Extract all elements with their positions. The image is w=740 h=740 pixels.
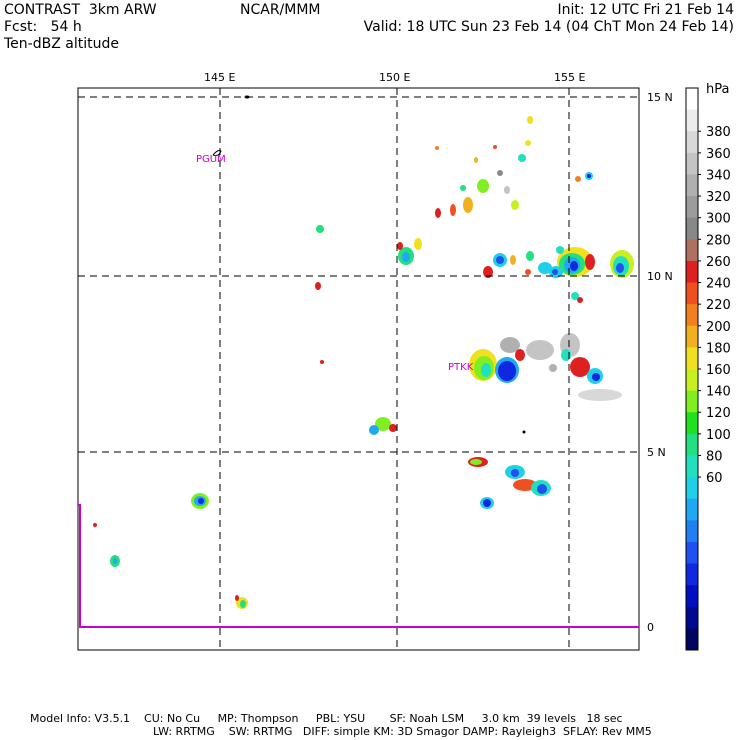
footer-model-info-line1: Model Info: V3.5.1 CU: No Cu MP: Thompso… <box>30 712 623 725</box>
colorbar-swatch <box>686 109 698 132</box>
init-time: Init: 12 UTC Fri 21 Feb 14 <box>557 2 734 18</box>
lon-label-145e: 145 E <box>204 71 236 84</box>
colorbar-swatch <box>686 239 698 262</box>
colorbar-swatch <box>686 196 698 219</box>
colorbar-label: 220 <box>706 298 731 313</box>
lat-label-5n: 5 N <box>647 446 666 459</box>
colorbar-swatch <box>686 174 698 197</box>
lon-label-155e: 155 E <box>554 71 586 84</box>
colorbar-swatch <box>686 152 698 175</box>
colorbar-swatch <box>686 477 698 500</box>
colorbar-swatch <box>686 325 698 348</box>
colorbar-swatch <box>686 455 698 478</box>
colorbar-label: 120 <box>706 406 731 421</box>
place-label-ptkk: PTKK <box>448 362 474 373</box>
colorbar-unit: hPa <box>706 82 729 97</box>
colorbar-label: 80 <box>706 449 723 464</box>
valid-time: Valid: 18 UTC Sun 23 Feb 14 (04 ChT Mon … <box>363 19 734 35</box>
colorbar-label: 100 <box>706 428 731 443</box>
colorbar-swatch <box>686 347 698 370</box>
model-title: CONTRAST 3km ARW <box>4 2 157 18</box>
colorbar-label: 340 <box>706 168 731 183</box>
colorbar-label: 180 <box>706 341 731 356</box>
colorbar-label: 60 <box>706 471 723 486</box>
island-outline-guam <box>212 150 222 156</box>
colorbar-swatch <box>686 217 698 240</box>
colorbar-swatch <box>686 585 698 608</box>
colorbar-label: 240 <box>706 277 731 292</box>
colorbar-label: 320 <box>706 190 731 205</box>
map-frame <box>77 87 640 651</box>
colorbar-label: 280 <box>706 233 731 248</box>
colorbar-swatch <box>686 260 698 284</box>
colorbar-label: 200 <box>706 320 731 335</box>
colorbar-swatch <box>686 131 698 154</box>
field-name: Ten-dBZ altitude <box>4 36 119 52</box>
lon-label-150e: 150 E <box>379 71 411 84</box>
colorbar-swatch <box>686 628 698 651</box>
lat-label-15n: 15 N <box>647 91 673 104</box>
colorbar-label: 380 <box>706 125 731 140</box>
colorbar-swatch <box>686 606 698 629</box>
radar-echo-layer <box>93 116 634 609</box>
colorbar-swatch <box>686 304 698 327</box>
place-label-pgum: PGUM <box>196 154 226 165</box>
colorbar-swatch <box>686 498 698 521</box>
colorbar-swatch <box>686 541 698 565</box>
colorbar-swatch <box>686 88 698 111</box>
colorbar-label: 360 <box>706 147 731 162</box>
colorbar-swatch <box>686 563 698 586</box>
center-name: NCAR/MMM <box>240 2 321 18</box>
colorbar-swatch <box>686 390 698 413</box>
island-outline <box>244 95 250 99</box>
colorbar-swatch <box>686 433 698 456</box>
footer-model-info-line2: LW: RRTMG SW: RRTMG DIFF: simple KM: 3D … <box>153 725 652 738</box>
colorbar-label: 140 <box>706 385 731 400</box>
graticule <box>78 88 639 650</box>
domain-boundary <box>78 504 639 628</box>
forecast-hour: Fcst: 54 h <box>4 19 82 35</box>
colorbar-label: 300 <box>706 212 731 227</box>
lat-label-0: 0 <box>647 621 654 634</box>
colorbar-swatch <box>686 520 698 543</box>
colorbar: 380 360 340 320 300 280 260 240 220 200 180 160 140 1… <box>685 87 731 651</box>
colorbar-label: 160 <box>706 363 731 378</box>
colorbar-swatch <box>686 412 698 435</box>
colorbar-label: 260 <box>706 255 731 270</box>
lat-label-10n: 10 N <box>647 270 673 283</box>
colorbar-swatch <box>686 282 698 305</box>
colorbar-swatch <box>686 369 698 392</box>
